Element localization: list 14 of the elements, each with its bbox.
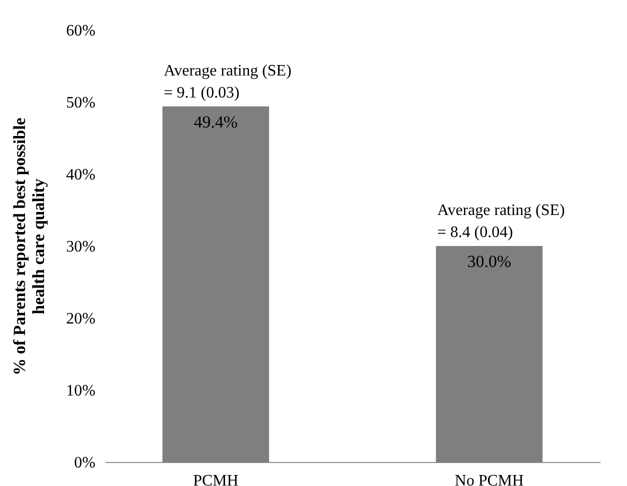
y-tick-label: 40% [66, 166, 96, 184]
y-tick-label: 30% [66, 238, 96, 256]
y-tick-label: 50% [66, 94, 96, 112]
y-tick-label: 60% [66, 22, 96, 40]
data-label: 30.0% [467, 252, 512, 271]
x-tick-label: PCMH [193, 472, 239, 486]
annotation: Average rating (SE) = 8.4 (0.04) [437, 202, 565, 241]
y-tick-label: 10% [66, 382, 96, 400]
annotation: Average rating (SE) = 9.1 (0.03) [164, 62, 292, 102]
x-tick-label: No PCMH [454, 472, 524, 486]
y-tick-label: 0% [74, 454, 96, 472]
y-axis-title: % of Parents reported best possible health care quality [10, 117, 48, 376]
data-label: 49.4% [194, 112, 238, 132]
y-tick-label: 20% [66, 310, 96, 328]
